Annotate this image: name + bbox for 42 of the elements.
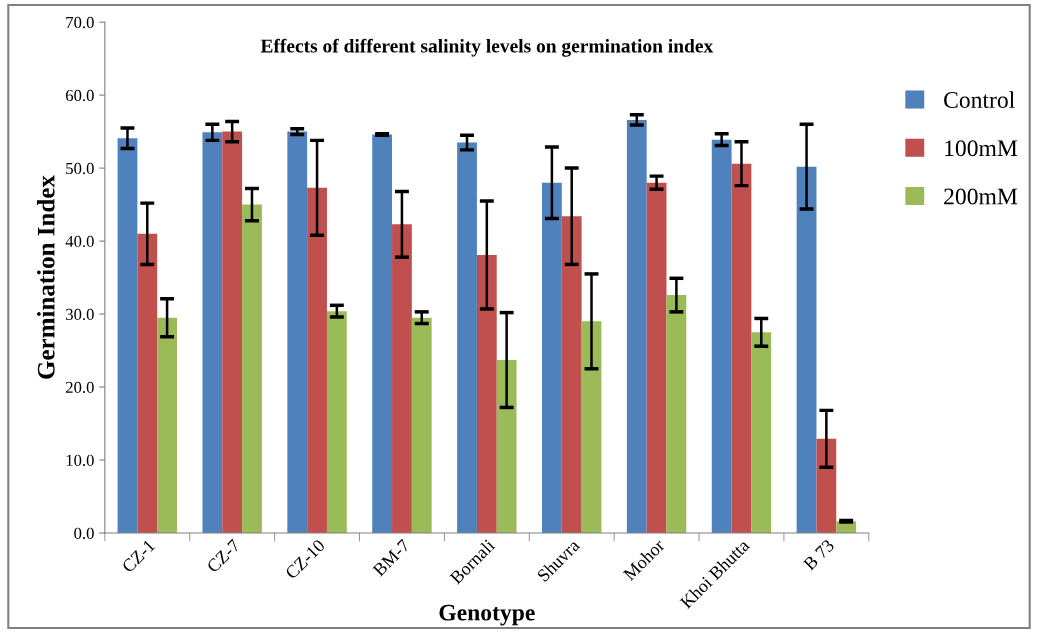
legend-label: Control	[944, 91, 1015, 108]
bar	[326, 311, 347, 533]
legend-label: 100mM	[945, 140, 1018, 157]
bar	[711, 139, 732, 533]
bar	[222, 131, 243, 533]
bar	[372, 134, 393, 533]
bar	[581, 321, 602, 533]
legend-label: 200mM	[944, 188, 1018, 205]
y-tick-label: 50.0	[66, 162, 94, 175]
bar	[287, 131, 308, 533]
bar	[457, 142, 477, 533]
bar	[646, 182, 667, 533]
x-axis-title: Genotype	[439, 604, 535, 626]
y-tick-label: 70.0	[66, 16, 94, 29]
text: Effects of different salinity levels on germination index	[260, 38, 714, 57]
y-tick-label: 60.0	[65, 89, 94, 102]
bar	[476, 254, 497, 533]
bar	[202, 132, 223, 533]
y-tick-label: 10.0	[66, 454, 94, 467]
bar	[157, 317, 177, 533]
bar	[411, 317, 432, 533]
y-tick-label: 0.0	[74, 527, 94, 540]
bar	[626, 119, 647, 533]
x-tick-label: CZ-1	[121, 539, 156, 574]
y-axis-title: Germination Index	[37, 175, 55, 379]
bar	[666, 295, 687, 533]
bar	[307, 187, 327, 533]
bar	[731, 163, 752, 533]
y-tick-label: 40.0	[65, 235, 94, 248]
bar	[751, 332, 772, 533]
bar	[796, 166, 817, 533]
bar	[117, 138, 138, 533]
bar	[392, 224, 412, 533]
bar	[496, 360, 517, 533]
y-tick-label: 30.0	[66, 308, 94, 321]
y-tick-label: 20.0	[65, 381, 94, 394]
bar	[542, 182, 562, 533]
bar	[561, 216, 582, 533]
bar	[816, 438, 837, 533]
bar	[137, 233, 158, 533]
x-tick-label: B 73	[802, 538, 835, 571]
bar	[242, 204, 262, 533]
